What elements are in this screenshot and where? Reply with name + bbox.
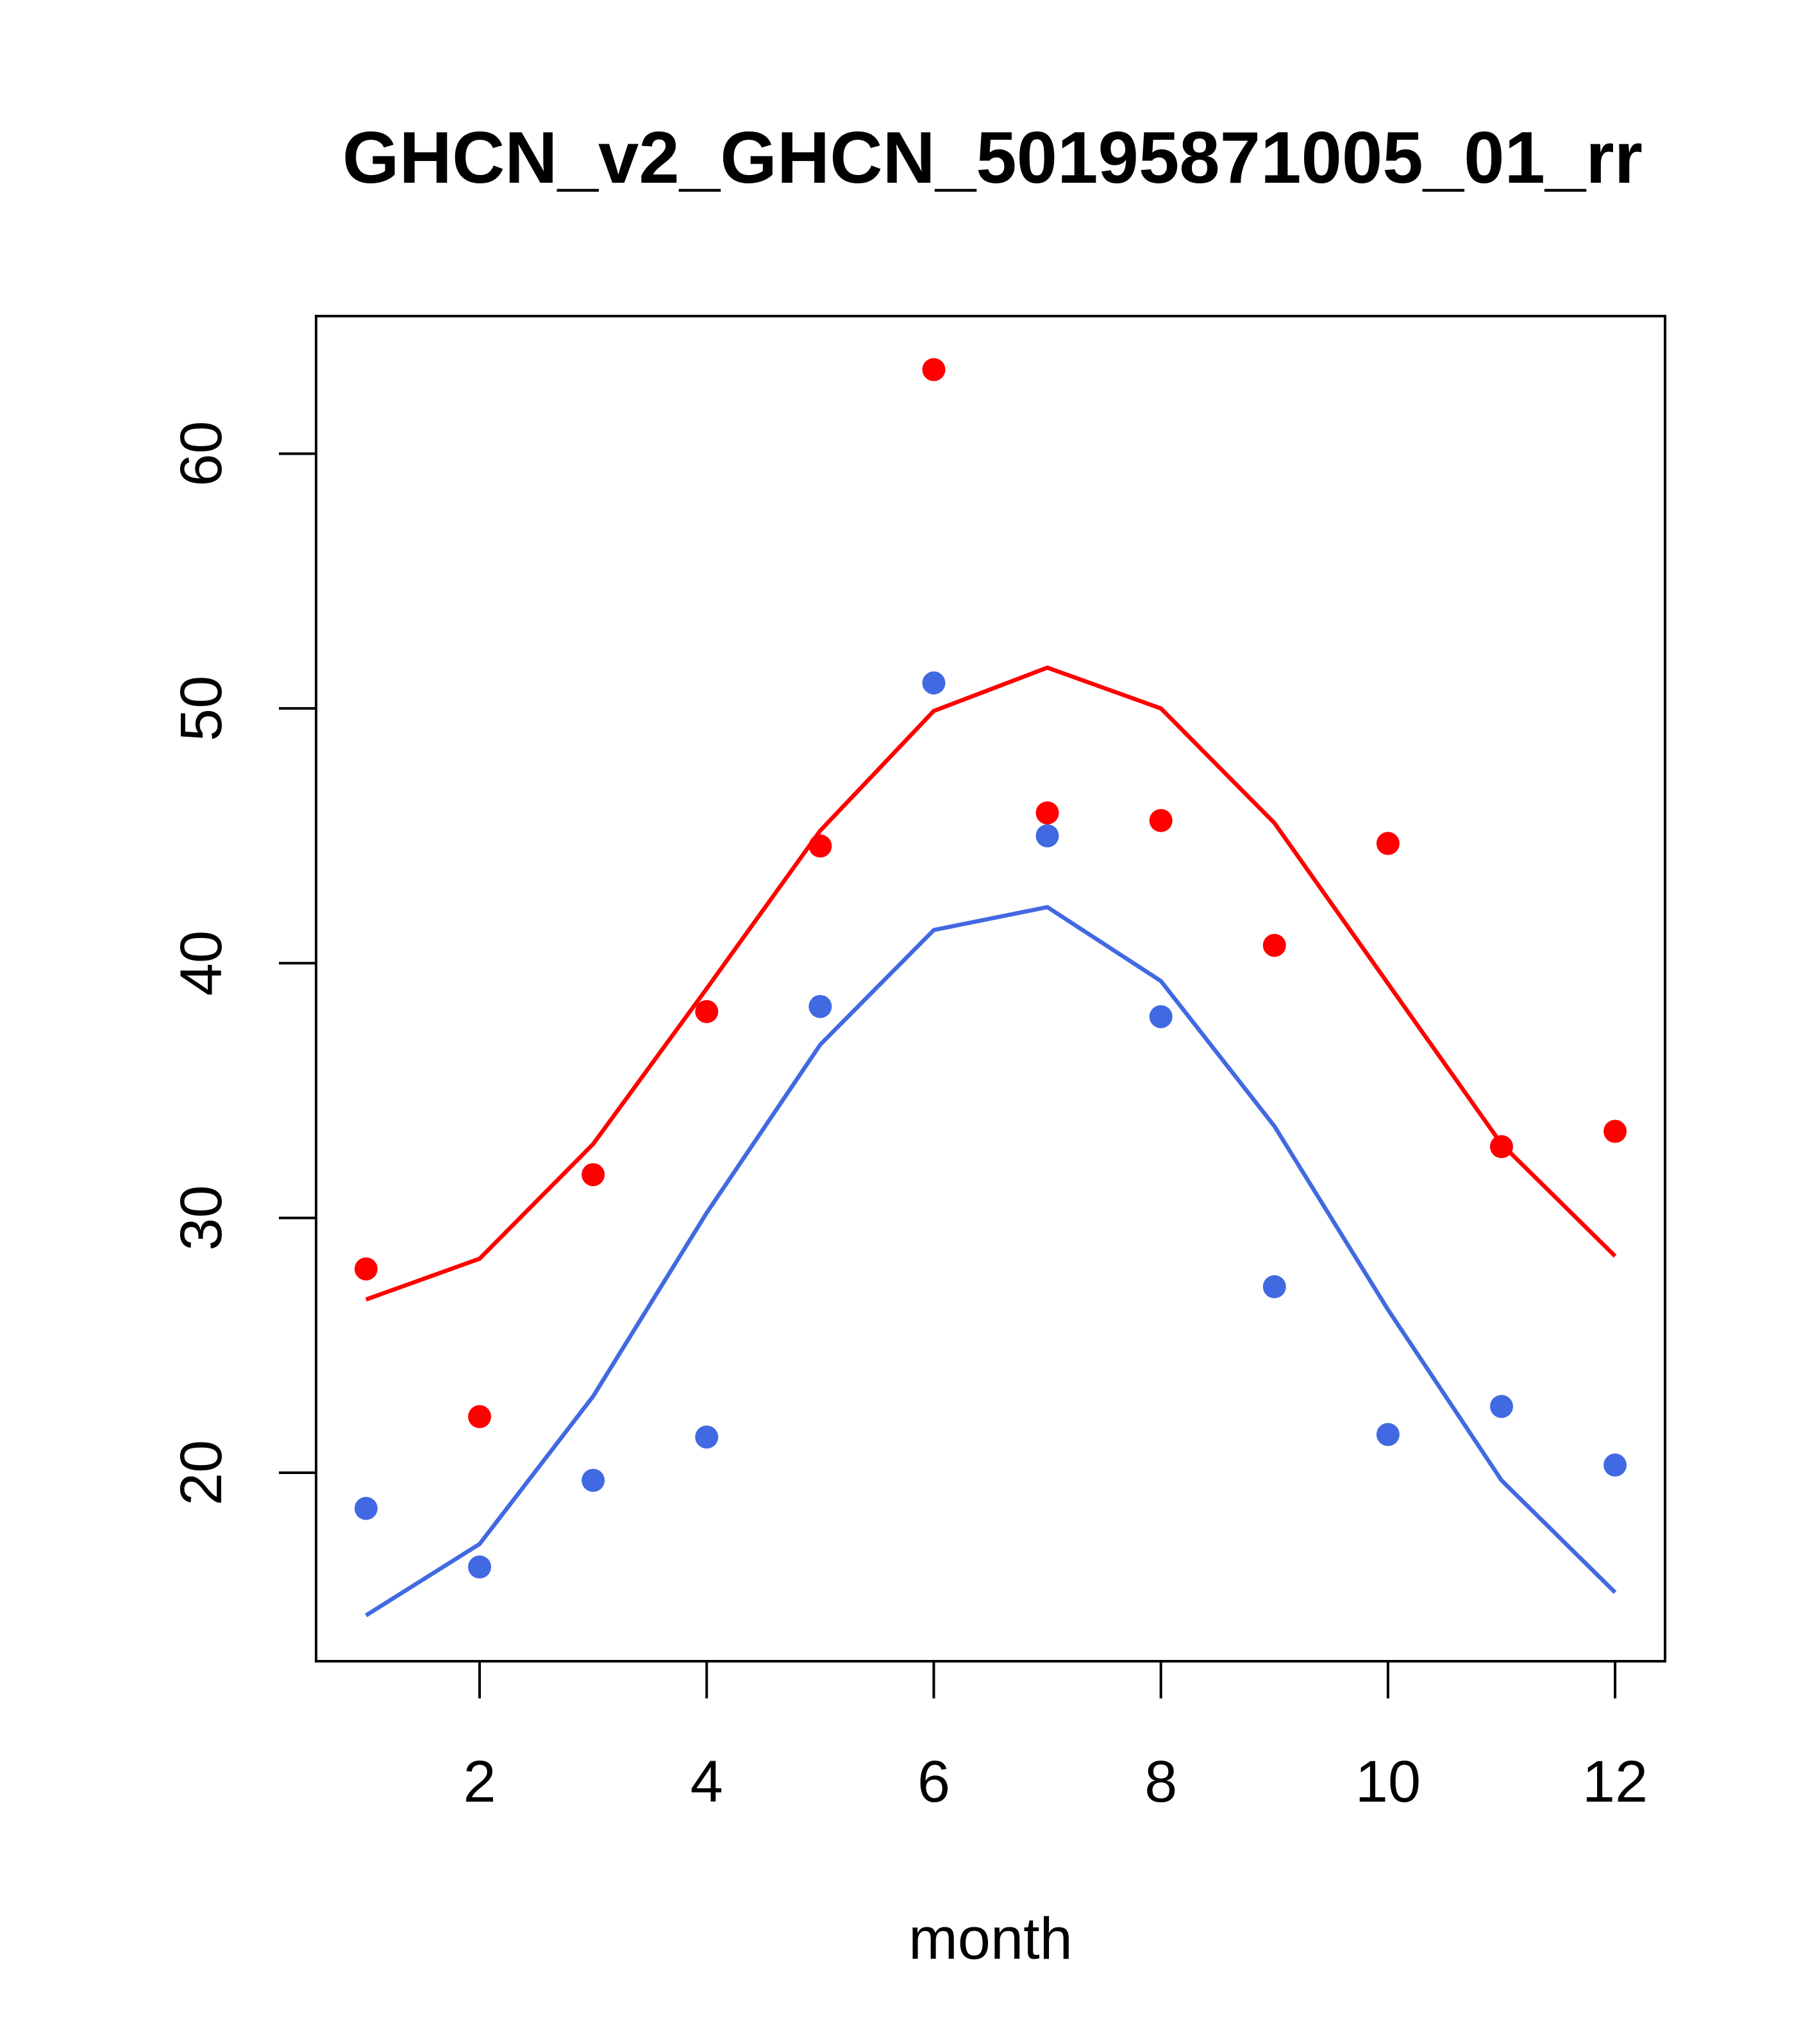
data-point bbox=[1262, 1275, 1286, 1298]
data-point bbox=[808, 994, 832, 1018]
data-point bbox=[1603, 1119, 1627, 1143]
data-point bbox=[1035, 824, 1059, 848]
series-line-3 bbox=[365, 905, 1617, 1618]
data-point bbox=[1149, 1005, 1173, 1028]
y-tick-label: 40 bbox=[169, 930, 234, 996]
x-axis-label: month bbox=[908, 1906, 1073, 1972]
x-tick-label: 12 bbox=[1582, 1749, 1648, 1814]
y-tick-label: 30 bbox=[169, 1185, 234, 1250]
series-layer bbox=[354, 358, 1627, 1618]
data-point bbox=[1603, 1453, 1627, 1477]
data-point bbox=[1035, 801, 1059, 825]
data-point bbox=[695, 1000, 719, 1023]
x-tick-label: 2 bbox=[463, 1749, 496, 1814]
series-points-1 bbox=[354, 671, 1627, 1579]
data-point bbox=[1489, 1395, 1513, 1418]
data-point bbox=[1262, 934, 1286, 957]
y-tick-label: 60 bbox=[169, 421, 234, 486]
series-points-0 bbox=[354, 358, 1627, 1428]
data-point bbox=[922, 671, 946, 695]
data-point bbox=[1376, 832, 1400, 855]
y-tick-label: 20 bbox=[169, 1440, 234, 1505]
y-axis: 20 30 40 50 60 bbox=[169, 421, 317, 1505]
data-point bbox=[808, 834, 832, 858]
x-tick-label: 4 bbox=[691, 1749, 723, 1814]
x-axis: 2 4 6 8 10 12 bbox=[463, 1660, 1648, 1814]
data-point bbox=[468, 1555, 492, 1579]
data-point bbox=[582, 1163, 605, 1187]
data-point bbox=[695, 1425, 719, 1449]
chart-title: GHCN_v2_GHCN_50195871005_01_rr bbox=[342, 117, 1643, 199]
series-line-2 bbox=[365, 666, 1617, 1302]
x-tick-label: 8 bbox=[1144, 1749, 1177, 1814]
data-point bbox=[582, 1468, 605, 1492]
data-point bbox=[1376, 1423, 1400, 1446]
y-tick-label: 50 bbox=[169, 676, 234, 741]
data-point bbox=[468, 1405, 492, 1428]
data-point bbox=[354, 1496, 378, 1520]
x-tick-label: 6 bbox=[917, 1749, 950, 1814]
x-tick-label: 10 bbox=[1355, 1749, 1421, 1814]
data-point bbox=[354, 1257, 378, 1281]
data-point bbox=[922, 358, 946, 381]
data-point bbox=[1149, 808, 1173, 832]
plot-frame bbox=[315, 315, 1666, 1663]
